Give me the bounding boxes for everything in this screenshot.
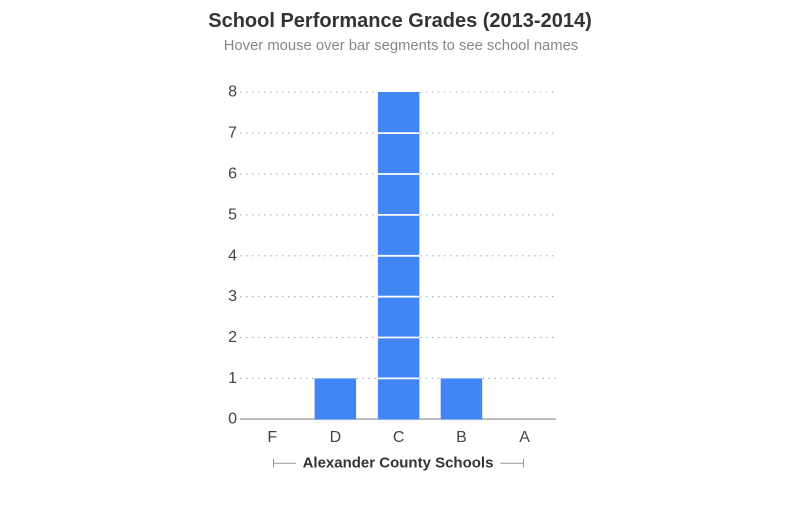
- svg-text:A: A: [519, 429, 530, 446]
- svg-text:School Performance Grades (201: School Performance Grades (2013-2014): [208, 10, 592, 32]
- svg-text:C: C: [393, 429, 405, 446]
- svg-text:2: 2: [228, 329, 237, 346]
- svg-text:F: F: [267, 429, 277, 446]
- svg-text:D: D: [330, 429, 342, 446]
- svg-text:1: 1: [228, 370, 237, 387]
- svg-text:4: 4: [228, 247, 237, 264]
- svg-text:Alexander County Schools: Alexander County Schools: [303, 455, 494, 472]
- svg-text:0: 0: [228, 411, 237, 428]
- svg-text:8: 8: [228, 84, 237, 101]
- svg-text:7: 7: [228, 125, 237, 142]
- svg-text:5: 5: [228, 206, 237, 223]
- svg-text:B: B: [456, 429, 467, 446]
- svg-text:Hover mouse over bar segments: Hover mouse over bar segments to see sch…: [224, 38, 578, 54]
- svg-text:6: 6: [228, 166, 237, 183]
- svg-text:3: 3: [228, 288, 237, 305]
